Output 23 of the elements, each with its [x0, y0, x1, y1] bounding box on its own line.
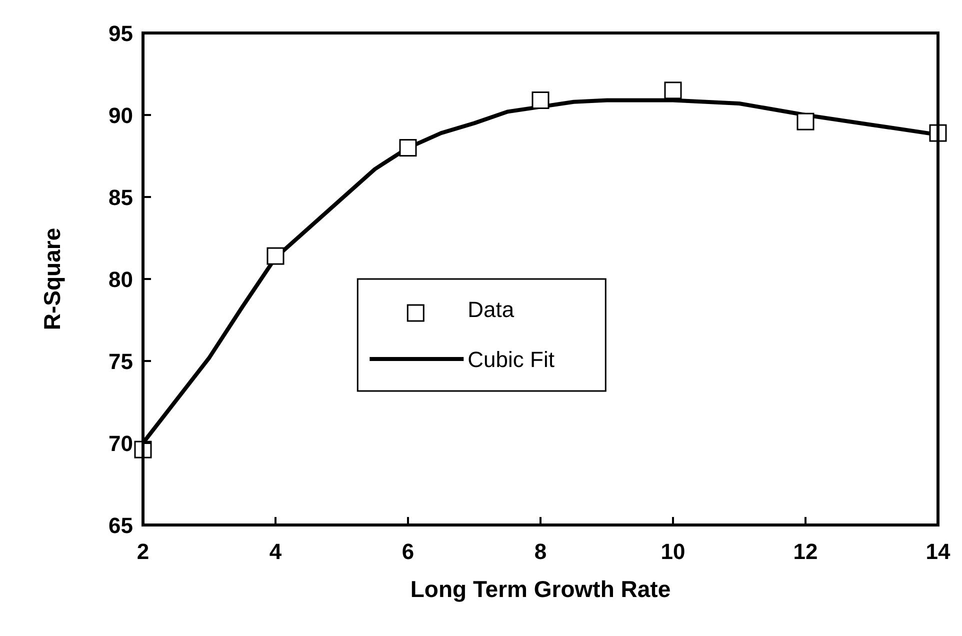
x-tick-label: 8	[534, 539, 547, 564]
legend-label: Cubic Fit	[468, 347, 554, 372]
y-tick-label: 75	[108, 349, 133, 374]
y-axis-title: R-Square	[39, 228, 65, 330]
y-tick-label: 95	[108, 21, 133, 46]
y-tick-label: 90	[108, 103, 133, 128]
x-tick-label: 12	[793, 539, 818, 564]
y-tick-label: 65	[108, 513, 133, 538]
x-tick-label: 6	[402, 539, 414, 564]
y-tick-label: 80	[108, 267, 133, 292]
x-axis-title: Long Term Growth Rate	[410, 576, 671, 602]
point	[532, 91, 550, 109]
point	[664, 82, 682, 100]
x-tick-label: 14	[926, 539, 951, 564]
point	[399, 139, 417, 157]
y-tick-label: 85	[108, 185, 133, 210]
point	[266, 247, 284, 265]
x-tick-label: 4	[269, 539, 282, 564]
x-tick-label: 2	[136, 539, 150, 564]
y-tick-label: 70	[108, 431, 133, 456]
point	[796, 112, 814, 130]
x-tick-label: 10	[660, 539, 686, 564]
legend-label: Data	[468, 297, 515, 322]
